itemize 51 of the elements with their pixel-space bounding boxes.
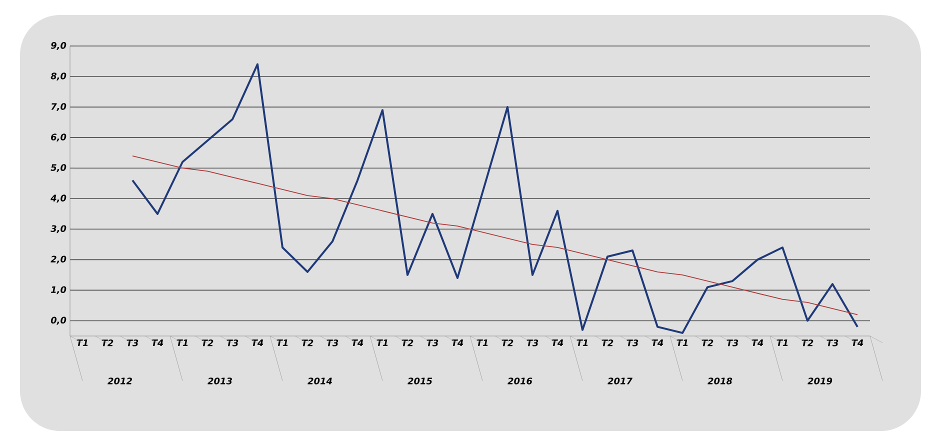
text: 2016 — [508, 378, 532, 384]
y-tick-label: 7,0 — [51, 103, 66, 112]
text: 2018 — [708, 378, 732, 384]
x-tick-label: T1 — [76, 340, 88, 346]
text: 2013 — [208, 378, 232, 384]
x-tick-label: T4 — [652, 340, 664, 346]
x-tick-label: T3 — [726, 340, 738, 346]
x-tick-label: T3 — [626, 340, 638, 346]
x-tick-label: T4 — [852, 340, 864, 346]
x-tick-label: T2 — [102, 340, 114, 346]
x-tick-label: T1 — [276, 340, 288, 346]
x-tick-label: T2 — [202, 340, 214, 346]
x-tick-label: T2 — [302, 340, 314, 346]
x-tick-label: T2 — [802, 340, 814, 346]
x-tick-label: T1 — [376, 340, 388, 346]
text: 2015 — [408, 378, 432, 384]
x-tick-label: T2 — [402, 340, 414, 346]
y-tick-label: 1,0 — [50, 286, 66, 294]
x-tick-label: T4 — [452, 340, 464, 346]
x-tick-label: T2 — [502, 340, 514, 346]
line-series — [132, 63, 859, 334]
x-tick-label: T1 — [176, 340, 188, 346]
y-tick-label: 5,0 — [50, 164, 66, 172]
y-tick-label: 3,0 — [50, 225, 66, 234]
x-tick-label: T3 — [426, 340, 438, 346]
x-tick-label: T1 — [476, 340, 488, 346]
x-tick-label: T4 — [552, 340, 564, 346]
text: 2012 — [108, 378, 132, 384]
y-tick-label: 6,0 — [51, 134, 66, 142]
text: 2014 — [308, 378, 332, 384]
text: 2017 — [608, 378, 632, 384]
x-tick-label: T3 — [126, 340, 138, 346]
x-tick-label: T1 — [776, 340, 788, 346]
x-tick-label: T2 — [602, 340, 614, 346]
y-tick-label: 0,0 — [50, 316, 66, 325]
x-tick-label: T3 — [226, 340, 238, 346]
x-tick-label: T3 — [826, 340, 838, 346]
text: 2019 — [808, 378, 832, 384]
x-tick-label: T2 — [702, 340, 714, 346]
x-tick-label: T3 — [526, 340, 538, 346]
x-tick-label: T4 — [352, 340, 364, 346]
y-tick-label: 9,0 — [50, 42, 66, 50]
y-tick-label: 8,0 — [50, 72, 66, 81]
y-tick-label: 2,0 — [50, 256, 66, 264]
x-tick-label: T4 — [752, 340, 764, 346]
y-tick-label: 4,0 — [50, 194, 66, 203]
x-tick-label: T1 — [576, 340, 588, 346]
x-tick-label: T4 — [252, 340, 264, 346]
x-tick-label: T1 — [676, 340, 688, 346]
x-tick-label: T4 — [152, 340, 164, 346]
x-tick-label: T3 — [326, 340, 338, 346]
